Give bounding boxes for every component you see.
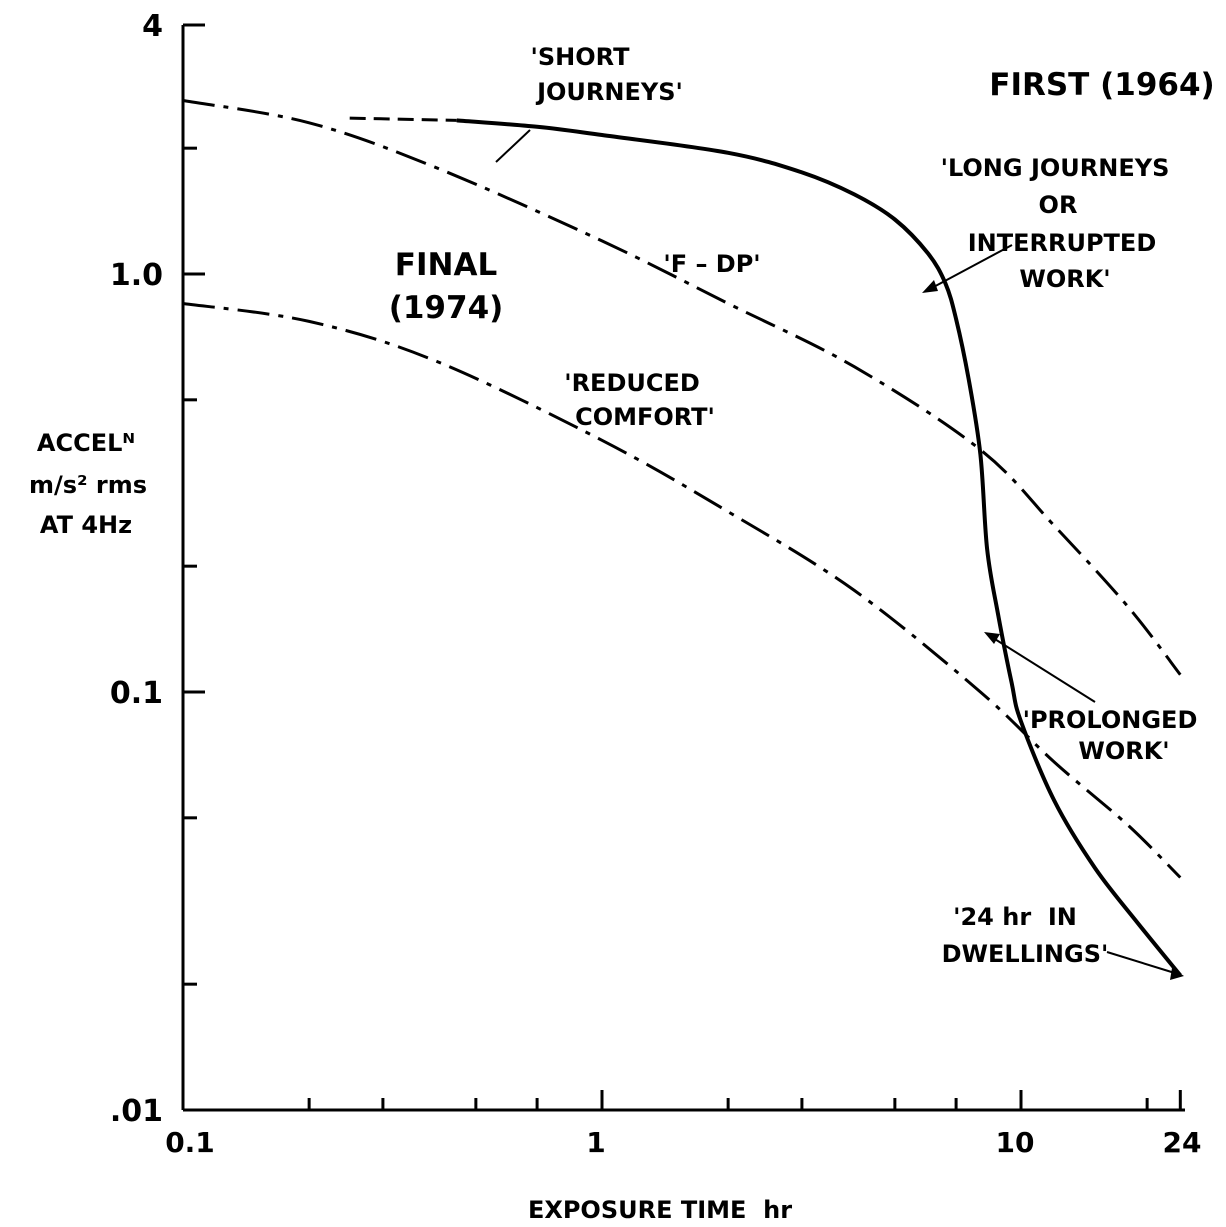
- x-axis-title: EXPOSURE TIME hr: [528, 1196, 792, 1224]
- heading-final-line-2: (1974): [389, 290, 504, 326]
- y-axis-title-line-3: AT 4Hz: [40, 511, 132, 539]
- annotation-dwellings-2: DWELLINGS': [942, 940, 1109, 968]
- x-tick-label-10: 10: [996, 1126, 1035, 1159]
- annotation-reduced-comfort-1: 'REDUCED: [564, 369, 700, 397]
- y-tick-label-0-1: 0.1: [110, 676, 163, 711]
- annotation-short-journeys-1: 'SHORT: [531, 43, 631, 71]
- annotation-long-journeys-2: OR: [1039, 191, 1078, 219]
- x-tick-label-0-1: 0.1: [165, 1126, 215, 1159]
- heading-final-line-1: FINAL: [395, 247, 497, 283]
- series-reduced-comfort: [182, 302, 1182, 879]
- y-tick-label-4: 4: [142, 9, 163, 44]
- arrowhead-long-journeys: [922, 280, 938, 293]
- annotation-prolonged-work-2: WORK': [1078, 737, 1169, 765]
- series-first-1964: [456, 118, 1182, 977]
- pointer-long-journeys: [927, 244, 1013, 291]
- annotation-long-journeys-1: 'LONG JOURNEYS: [941, 154, 1170, 182]
- annotation-short-journeys-2: JOURNEYS': [535, 78, 683, 106]
- y-axis-title-line-1: ACCELᴺ: [37, 429, 135, 457]
- annotation-fdp: 'F – DP': [663, 250, 760, 278]
- y-tick-label-1: 1.0: [110, 258, 163, 293]
- annotation-prolonged-work-1: 'PROLONGED: [1023, 706, 1198, 734]
- series-f-dp: [182, 99, 1182, 676]
- y-tick-label-0-01: .01: [110, 1094, 163, 1129]
- annotation-dwellings-1: '24 hr IN: [953, 903, 1077, 931]
- arrowhead-dwellings: [1170, 968, 1184, 980]
- arrowhead-prolonged-work: [984, 632, 1000, 644]
- annotation-reduced-comfort-2: COMFORT': [575, 403, 715, 431]
- heading-first-1964: FIRST (1964): [989, 67, 1214, 103]
- pointer-dwellings: [1106, 951, 1179, 975]
- y-axis-title-line-2: m/s² rms: [29, 471, 147, 499]
- x-tick-label-24: 24: [1163, 1126, 1202, 1159]
- axis-ticks: [183, 146, 1182, 1110]
- annotation-long-journeys-4: WORK': [1019, 265, 1110, 293]
- pointer-short-journeys: [495, 129, 531, 163]
- x-tick-label-1: 1: [586, 1126, 605, 1159]
- series-first-1964-dashed-start: [349, 116, 457, 122]
- pointer-prolonged-work: [989, 635, 1096, 703]
